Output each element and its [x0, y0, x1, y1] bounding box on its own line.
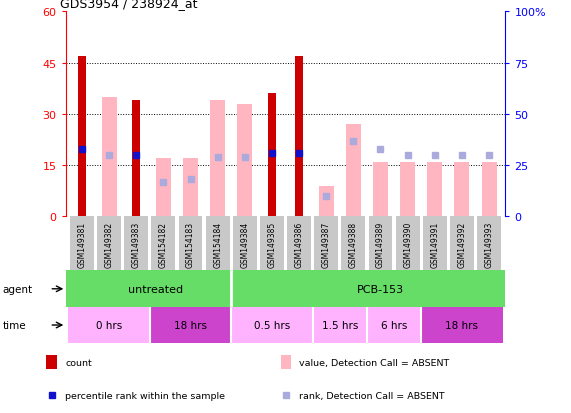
Bar [311, 217, 314, 271]
Text: time: time [3, 320, 26, 330]
Text: GSM149381: GSM149381 [78, 221, 86, 267]
Bar [183, 159, 198, 217]
Text: 6 hrs: 6 hrs [381, 320, 407, 330]
Bar [365, 217, 368, 271]
Bar [46, 356, 57, 370]
Text: GSM149390: GSM149390 [403, 221, 412, 267]
Bar [474, 217, 477, 271]
Bar [121, 217, 124, 271]
Bar [260, 217, 284, 271]
Bar [477, 217, 501, 271]
Bar [124, 217, 148, 271]
Bar [367, 308, 421, 343]
Text: percentile rank within the sample: percentile rank within the sample [65, 391, 225, 400]
Bar [97, 217, 121, 271]
Text: PCB-153: PCB-153 [357, 284, 404, 294]
Bar [151, 217, 175, 271]
Bar [268, 94, 276, 217]
Bar [78, 57, 86, 217]
Text: GSM154182: GSM154182 [159, 221, 168, 267]
Bar [206, 217, 230, 271]
Text: GSM154184: GSM154184 [213, 221, 222, 267]
Bar [400, 162, 415, 217]
Text: GSM149388: GSM149388 [349, 221, 358, 267]
Bar [295, 57, 303, 217]
Bar [132, 101, 140, 217]
Bar [319, 186, 333, 217]
Bar [231, 271, 533, 308]
Text: GSM149385: GSM149385 [267, 221, 276, 267]
Bar [392, 217, 396, 271]
Bar [94, 217, 97, 271]
Bar [156, 159, 171, 217]
Bar [70, 217, 94, 271]
Bar [179, 217, 203, 271]
Bar [368, 217, 392, 271]
Bar [233, 217, 257, 271]
Text: GSM149387: GSM149387 [321, 221, 331, 267]
Bar [210, 101, 225, 217]
Bar [287, 217, 311, 271]
Bar [501, 217, 504, 271]
Text: untreated: untreated [128, 284, 183, 294]
Text: GDS3954 / 238924_at: GDS3954 / 238924_at [60, 0, 198, 10]
Text: GSM149383: GSM149383 [132, 221, 140, 267]
Text: 0.5 hrs: 0.5 hrs [254, 320, 290, 330]
Text: GSM149389: GSM149389 [376, 221, 385, 267]
Text: count: count [65, 358, 92, 367]
Text: GSM149382: GSM149382 [104, 221, 114, 267]
Bar [346, 125, 361, 217]
Text: rank, Detection Call = ABSENT: rank, Detection Call = ABSENT [299, 391, 445, 400]
Bar [314, 217, 338, 271]
Bar [257, 217, 260, 271]
Bar [203, 217, 206, 271]
Text: GSM154183: GSM154183 [186, 221, 195, 267]
Bar [421, 308, 502, 343]
Bar [280, 356, 291, 370]
Bar [420, 217, 423, 271]
Bar [423, 217, 447, 271]
Bar [427, 162, 442, 217]
Bar [338, 217, 341, 271]
Text: 18 hrs: 18 hrs [174, 320, 207, 330]
Text: GSM149392: GSM149392 [457, 221, 467, 267]
Bar [373, 162, 388, 217]
Bar [450, 217, 474, 271]
Text: 1.5 hrs: 1.5 hrs [321, 320, 358, 330]
Bar [230, 217, 233, 271]
Bar [481, 162, 497, 217]
Bar [150, 308, 231, 343]
Bar [148, 217, 151, 271]
Text: 0 hrs: 0 hrs [96, 320, 122, 330]
Bar [447, 217, 450, 271]
Text: value, Detection Call = ABSENT: value, Detection Call = ABSENT [299, 358, 449, 367]
Bar [396, 217, 420, 271]
Bar [341, 217, 365, 271]
Bar [313, 308, 367, 343]
Bar [69, 308, 150, 343]
Bar [455, 162, 469, 217]
Bar [66, 271, 231, 308]
Bar [175, 217, 179, 271]
Text: agent: agent [3, 284, 33, 294]
Text: GSM149393: GSM149393 [485, 221, 493, 267]
Text: 18 hrs: 18 hrs [445, 320, 478, 330]
Text: GSM149384: GSM149384 [240, 221, 250, 267]
Bar [238, 104, 252, 217]
Bar [102, 97, 116, 217]
Text: GSM149391: GSM149391 [431, 221, 439, 267]
Bar [231, 308, 313, 343]
Text: GSM149386: GSM149386 [295, 221, 304, 267]
Bar [284, 217, 287, 271]
